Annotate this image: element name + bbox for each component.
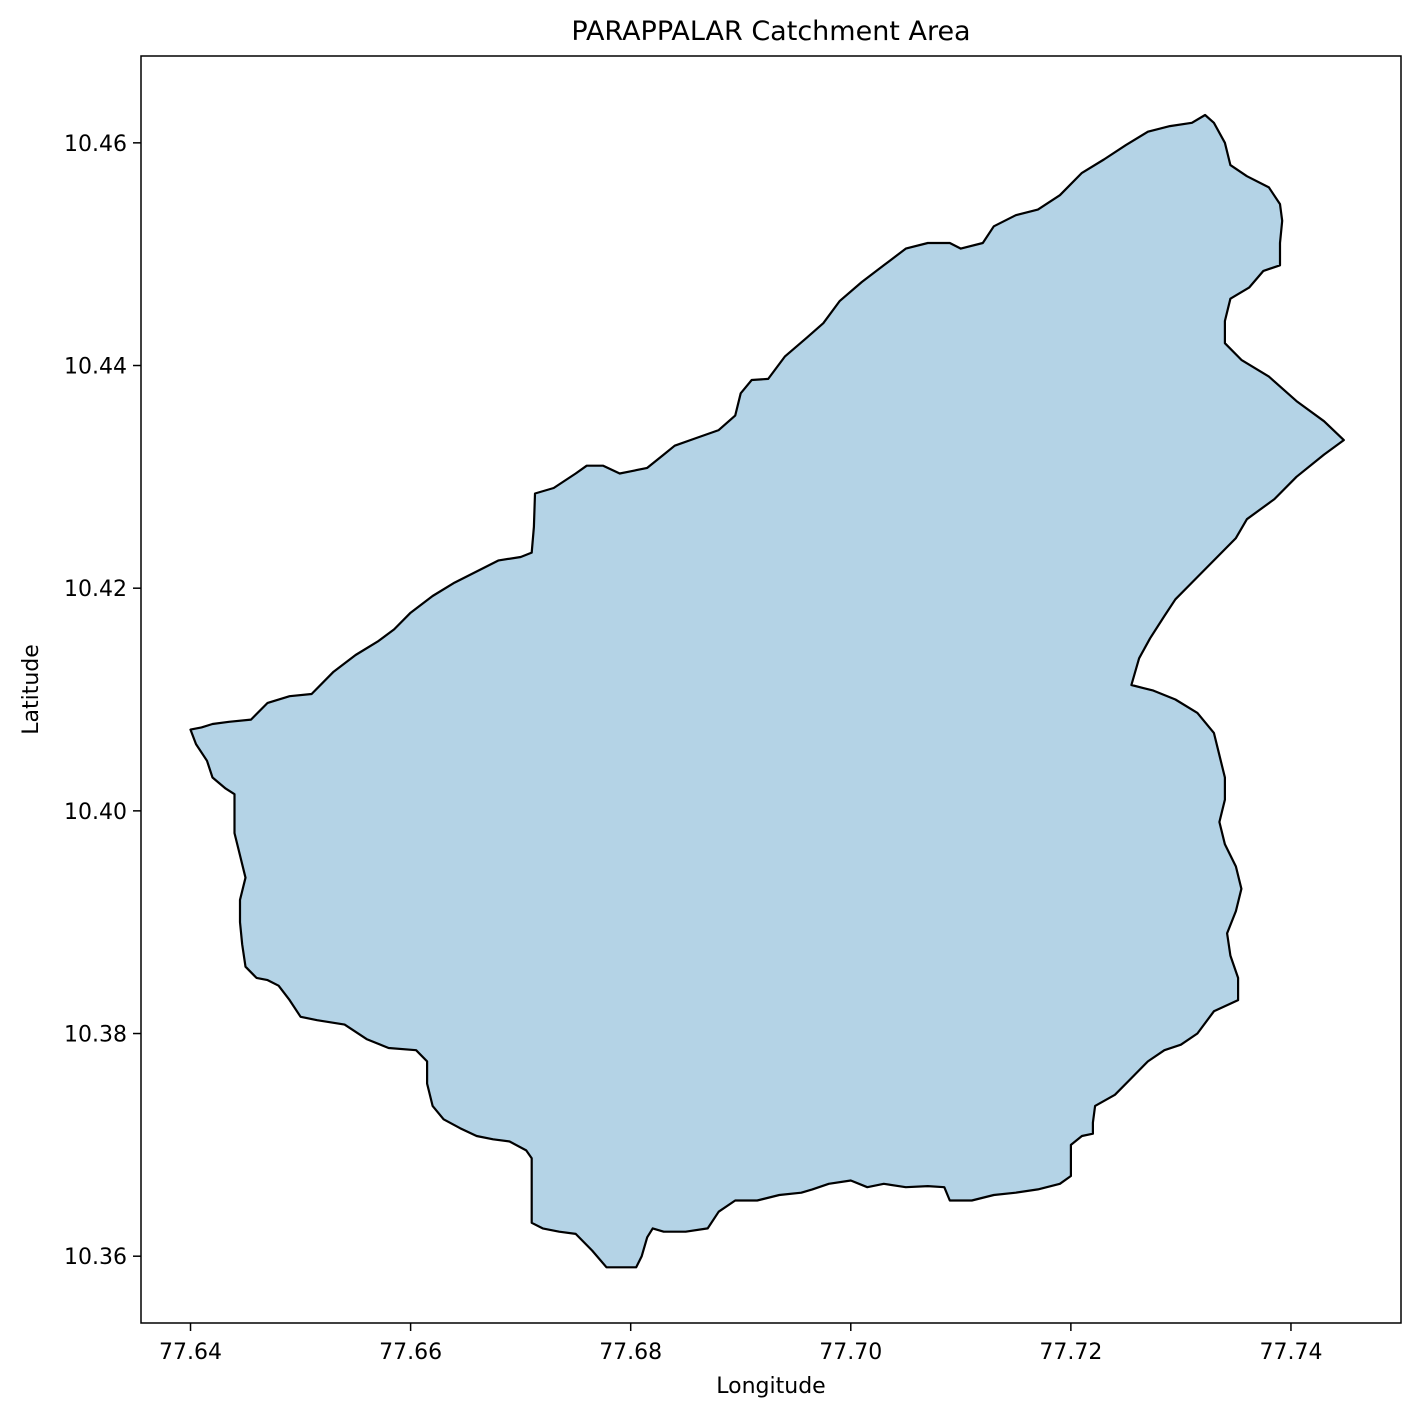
y-tick-label: 10.46 xyxy=(64,132,127,157)
y-axis-label: Latitude xyxy=(19,644,44,735)
y-tick-label: 10.36 xyxy=(64,1245,127,1270)
y-tick-label: 10.38 xyxy=(64,1023,127,1048)
y-tick-label: 10.44 xyxy=(64,355,127,380)
axes-frame xyxy=(140,55,1402,1324)
x-tick-label: 77.68 xyxy=(599,1340,662,1365)
catchment-polygon xyxy=(189,113,1345,1269)
chart-title: PARAPPALAR Catchment Area xyxy=(571,16,970,47)
x-tick-label: 77.74 xyxy=(1259,1340,1322,1365)
plot-area xyxy=(140,55,1402,1324)
x-axis: 77.64 77.66 77.68 77.70 77.72 77.74 xyxy=(159,1323,1322,1365)
y-tick-label: 10.42 xyxy=(64,577,127,602)
y-axis: 10.36 10.38 10.40 10.42 10.44 10.46 xyxy=(64,132,141,1270)
y-tick-label: 10.40 xyxy=(64,800,127,825)
x-tick-label: 77.66 xyxy=(379,1340,442,1365)
x-tick-label: 77.64 xyxy=(159,1340,222,1365)
x-tick-label: 77.72 xyxy=(1039,1340,1102,1365)
x-tick-label: 77.70 xyxy=(819,1340,882,1365)
x-axis-label: Longitude xyxy=(716,1374,825,1399)
